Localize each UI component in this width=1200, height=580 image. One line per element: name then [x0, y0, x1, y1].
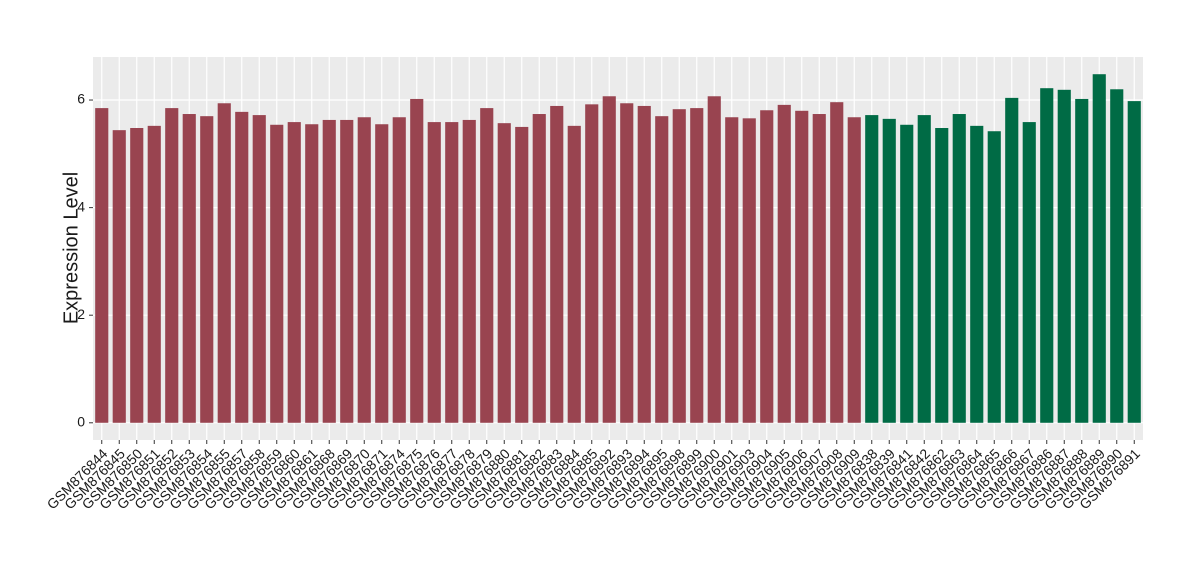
bar — [917, 115, 931, 423]
bar — [585, 104, 599, 423]
bar — [1127, 101, 1141, 423]
y-axis-title: Expression Level — [60, 172, 82, 324]
bar — [620, 103, 634, 423]
bar — [270, 124, 284, 423]
bar — [130, 128, 144, 423]
bar — [970, 125, 984, 423]
bar — [707, 96, 721, 423]
bar — [655, 116, 669, 423]
bar — [1057, 89, 1071, 423]
bar — [830, 102, 844, 423]
bar — [760, 110, 774, 423]
y-tick-label: 2 — [77, 306, 85, 322]
bar — [322, 119, 336, 423]
bar — [742, 118, 756, 423]
bar — [900, 124, 914, 423]
bar — [497, 123, 511, 423]
bar — [340, 119, 354, 423]
bar — [147, 125, 161, 423]
bar — [357, 117, 371, 423]
bar — [1005, 97, 1019, 423]
bar — [1110, 89, 1124, 423]
bar — [567, 125, 581, 423]
bar — [392, 117, 406, 423]
bar — [812, 114, 826, 423]
bar — [865, 115, 879, 423]
bar — [795, 110, 809, 423]
bar — [1092, 74, 1106, 423]
bar — [515, 126, 529, 423]
bar — [462, 119, 476, 423]
bar — [287, 122, 301, 423]
bar — [217, 103, 231, 423]
bar — [112, 130, 126, 423]
y-tick-label: 4 — [77, 198, 85, 214]
y-tick-label: 0 — [77, 413, 85, 429]
bar — [445, 122, 459, 423]
bar — [532, 114, 546, 423]
y-tick-label: 6 — [77, 91, 85, 107]
bar — [952, 114, 966, 423]
bar — [935, 128, 949, 423]
bar — [637, 105, 651, 423]
bar — [882, 118, 896, 423]
bar — [1075, 98, 1089, 423]
bar — [165, 108, 179, 423]
bar — [235, 111, 249, 423]
bar — [1040, 88, 1054, 423]
bar — [672, 109, 686, 423]
plot-panel — [93, 57, 1143, 440]
bar — [602, 96, 616, 423]
bar — [95, 108, 109, 423]
bar — [252, 115, 266, 423]
bar — [1022, 122, 1036, 423]
bar — [725, 117, 739, 423]
bar — [690, 108, 704, 423]
bar — [182, 114, 196, 423]
bar — [410, 98, 424, 423]
bar — [200, 116, 214, 423]
bar — [480, 108, 494, 423]
bar — [427, 122, 441, 423]
bar — [375, 124, 389, 423]
bar — [777, 104, 791, 423]
bar — [987, 131, 1001, 423]
bar — [550, 105, 564, 423]
bar — [305, 124, 319, 423]
bar — [847, 117, 861, 423]
